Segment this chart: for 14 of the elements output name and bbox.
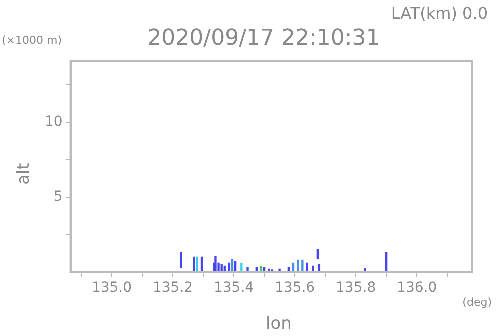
x-tick-label: 135.0 <box>92 280 132 296</box>
text: (×1000 m) <box>2 34 62 47</box>
text: (deg) <box>462 296 492 309</box>
x-tick-label: 135.4 <box>214 280 254 296</box>
x-tick-label: 135.2 <box>152 280 194 296</box>
x-tick-label: 135.8 <box>336 280 376 296</box>
text: LAT(km) 0.0 <box>391 4 488 23</box>
y-tick-label: 10 <box>44 114 63 130</box>
x-tick-label: 136.0 <box>397 280 438 296</box>
x-tick-label: 135.6 <box>275 280 316 296</box>
chart-title: 2020/09/17 22:10:31 <box>148 26 380 51</box>
y-axis-title: alt <box>14 163 34 185</box>
y-tick-label: 5 <box>54 188 63 205</box>
x-axis-title: lon <box>265 314 293 334</box>
